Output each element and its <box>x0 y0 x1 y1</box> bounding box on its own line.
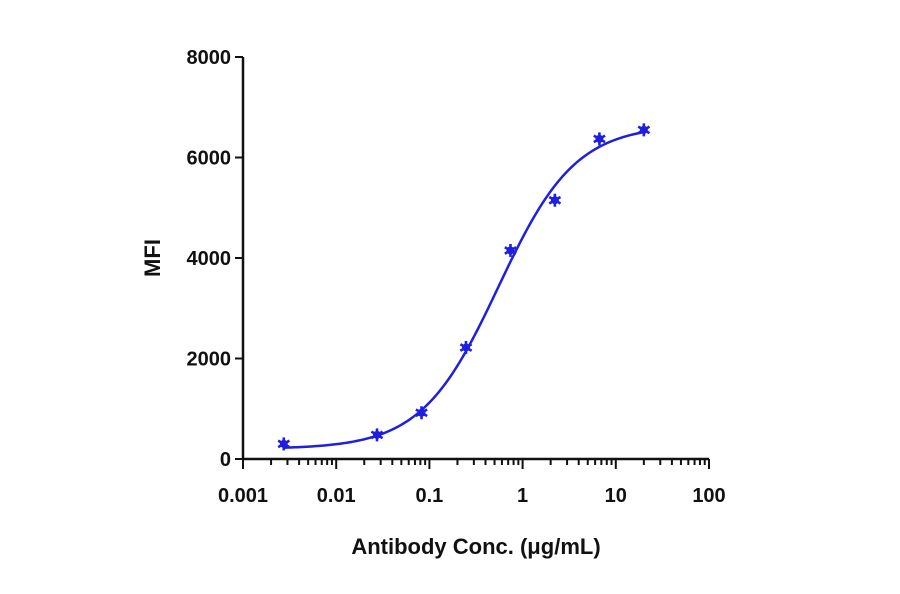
x-tick-label: 0.01 <box>317 485 356 507</box>
y-axis-title: MFI <box>140 239 165 277</box>
y-tick-label: 8000 <box>187 47 232 69</box>
axes <box>241 57 709 461</box>
x-tick-label: 1 <box>517 485 528 507</box>
x-tick-label: 0.1 <box>415 485 443 507</box>
x-tick-label: 0.001 <box>218 485 268 507</box>
data-point-spoke <box>504 246 517 255</box>
fit-curve <box>283 130 645 449</box>
data-point <box>637 123 651 137</box>
data-point-spoke <box>370 430 384 440</box>
y-ticks: 0 2000 4000 6000 8000 <box>187 47 243 471</box>
data-point-spoke <box>593 134 606 144</box>
y-tick-label: 6000 <box>187 148 232 170</box>
y-tick-label: 2000 <box>187 349 232 371</box>
x-tick-label: 100 <box>692 485 725 507</box>
fit-curve-layer <box>283 130 645 449</box>
data-point-spoke <box>548 195 562 205</box>
data-points-layer <box>277 123 651 451</box>
data-point <box>370 428 384 442</box>
x-ticks: 0.001 0.01 0.1 1 10 100 <box>218 459 726 507</box>
x-axis-title: Antibody Conc. (μg/mL) <box>351 534 600 559</box>
data-point-spoke <box>459 343 473 352</box>
data-point-spoke <box>415 408 428 418</box>
data-point <box>459 340 473 354</box>
data-point <box>415 406 428 420</box>
x-tick-label: 10 <box>605 485 627 507</box>
y-tick-label: 4000 <box>187 248 232 270</box>
data-point-spoke <box>277 439 291 449</box>
data-point <box>593 132 606 146</box>
data-point <box>504 243 517 257</box>
data-point <box>277 437 291 451</box>
y-tick-label: 0 <box>220 449 231 471</box>
data-point <box>548 193 562 207</box>
data-point-spoke <box>637 125 651 135</box>
